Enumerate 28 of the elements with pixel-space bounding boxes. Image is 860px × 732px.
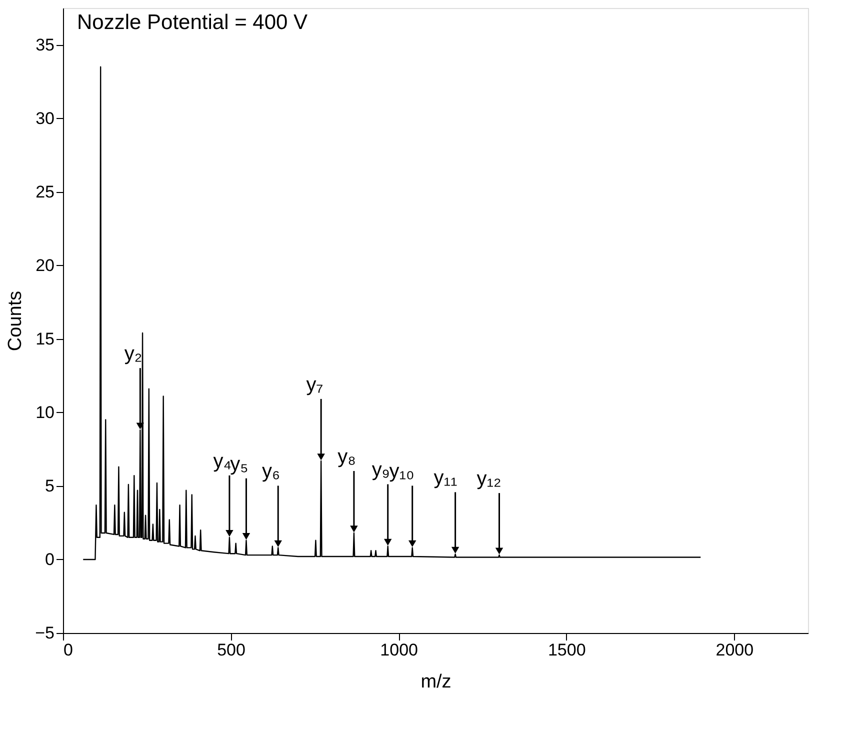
annotation: y₂	[124, 343, 142, 366]
x-tick-label: 0	[64, 640, 73, 660]
annotation: y₁₂	[476, 468, 502, 490]
annotation: y₁₁	[434, 467, 458, 490]
y-tick-label: 30	[36, 108, 54, 128]
x-tick-label: 1000	[380, 640, 418, 660]
annotation: y₄	[213, 450, 232, 472]
x-tick-label: 1500	[548, 640, 586, 660]
annotation: y₇	[306, 374, 324, 396]
x-tick-label: 2000	[716, 640, 754, 660]
annotation: y₅	[230, 453, 248, 476]
annotation: y₁₀	[389, 460, 414, 483]
y-tick-label: 25	[36, 182, 54, 202]
y-tick-label: −5	[35, 624, 54, 642]
y-axis-title: Counts	[5, 290, 26, 352]
y-tick-label: 15	[36, 329, 54, 348]
x-tick-label: 500	[217, 640, 246, 660]
y-tick-label: 20	[36, 256, 54, 275]
x-axis-title: m/z	[420, 672, 452, 692]
y-tick-label: 10	[36, 402, 54, 422]
annotation: y₈	[338, 446, 356, 468]
annotation: y₉	[372, 459, 390, 482]
y-tick-label: 5	[45, 476, 54, 496]
y-tick-label: 0	[45, 550, 54, 569]
annotation: y₆	[262, 460, 280, 483]
chart-title: Nozzle Potential = 400 V	[77, 11, 308, 34]
line-series	[82, 66, 702, 560]
y-tick-label: 35	[36, 35, 54, 54]
